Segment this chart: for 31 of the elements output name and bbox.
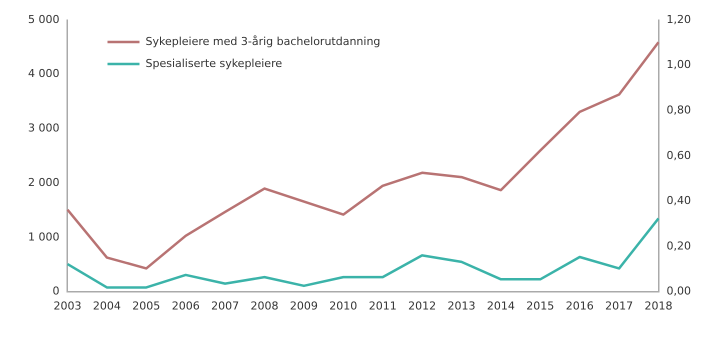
y2-tick-label: 0,60 — [666, 148, 692, 162]
x-tick-label: 2004 — [92, 299, 121, 312]
x-tick-label: 2016 — [566, 299, 594, 312]
y2-tick-label: 1,20 — [666, 12, 692, 26]
legend-label: Spesialiserte sykepleiere — [145, 56, 282, 70]
x-tick-label: 2010 — [329, 299, 358, 312]
y-tick-label: 3 000 — [28, 122, 60, 135]
x-tick-label: 2013 — [448, 299, 476, 312]
y-tick-label: 1 000 — [28, 230, 60, 244]
y2-tick-label: 0,80 — [666, 103, 692, 116]
y-tick-label: 5 000 — [28, 12, 60, 26]
x-tick-label: 2012 — [408, 299, 436, 312]
y-tick-label: 4 000 — [28, 67, 60, 80]
x-tick-label: 2014 — [486, 299, 515, 312]
x-tick-label: 2008 — [250, 299, 278, 312]
x-tick-label: 2006 — [172, 299, 200, 312]
legend-label: Sykepleiere med 3-årig bachelorutdanning — [145, 34, 380, 48]
y2-tick-label: 0,00 — [666, 284, 692, 298]
x-tick-label: 2015 — [526, 299, 554, 312]
y2-tick-label: 0,20 — [666, 239, 692, 252]
y2-tick-label: 1,00 — [666, 58, 692, 72]
x-tick-label: 2018 — [644, 299, 673, 312]
x-tick-label: 2009 — [290, 299, 318, 312]
x-tick-label: 2003 — [53, 299, 82, 312]
y-tick-label: 0 — [52, 284, 60, 298]
x-tick-label: 2007 — [211, 299, 240, 312]
x-tick-label: 2005 — [132, 299, 160, 312]
y-tick-label: 2 000 — [28, 176, 60, 189]
x-tick-label: 2011 — [368, 299, 397, 312]
x-tick-label: 2017 — [605, 299, 634, 312]
y2-tick-label: 0,40 — [666, 194, 692, 208]
